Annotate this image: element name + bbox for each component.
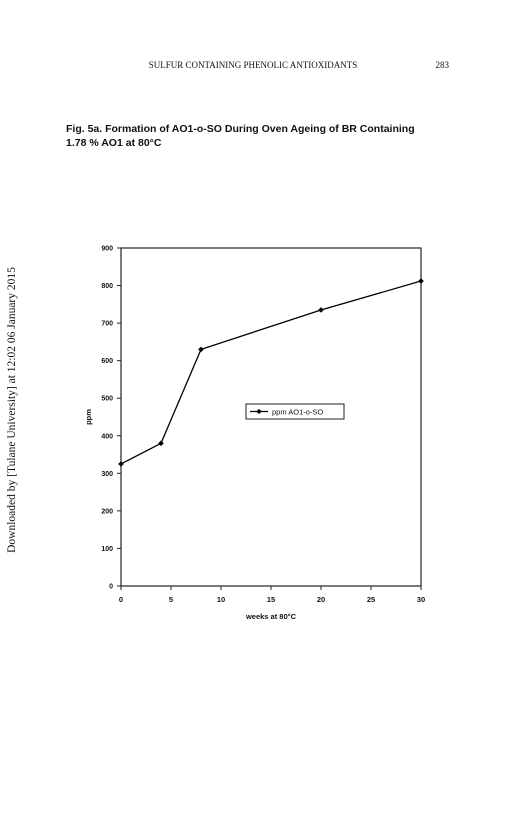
y-axis-label: ppm xyxy=(84,409,93,425)
data-point xyxy=(318,307,324,313)
y-tick-label: 200 xyxy=(101,508,113,515)
data-point xyxy=(118,461,124,467)
y-tick-label: 600 xyxy=(101,358,113,365)
x-tick-label: 30 xyxy=(417,595,425,604)
x-tick-label: 15 xyxy=(267,595,275,604)
x-tick-label: 20 xyxy=(317,595,325,604)
y-tick-label: 500 xyxy=(101,396,113,403)
legend-marker xyxy=(256,408,262,415)
data-point xyxy=(198,346,204,353)
x-tick-label: 10 xyxy=(217,595,225,604)
caption-line: Fig. 5a. Formation of AO1-o-SO During Ov… xyxy=(66,123,415,135)
y-tick-label: 700 xyxy=(101,321,113,328)
y-tick-label: 900 xyxy=(101,246,113,253)
y-tick-label: 100 xyxy=(101,546,113,553)
x-tick-label: 25 xyxy=(367,595,375,604)
legend-label: ppm AO1-o-SO xyxy=(272,407,323,416)
download-note: Downloaded by [Tulane University] at 12:… xyxy=(6,267,18,553)
y-tick-label: 300 xyxy=(101,471,113,478)
data-point xyxy=(158,440,164,447)
x-tick-label: 0 xyxy=(119,595,123,604)
running-title: SULFUR CONTAINING PHENOLIC ANTIOXIDANTS xyxy=(149,60,358,70)
x-axis-label: weeks at 80°C xyxy=(245,612,297,621)
legend-box xyxy=(245,403,345,420)
y-tick-label: 800 xyxy=(101,283,113,290)
y-tick-label: 0 xyxy=(109,584,113,591)
y-tick-label: 400 xyxy=(101,433,113,440)
data-line xyxy=(120,280,422,465)
chart: 0 100 200 300 400 500 600 700 800 900 0 5 10 15 20 25 30… xyxy=(84,246,425,622)
data-point xyxy=(418,278,424,284)
x-tick-label: 5 xyxy=(169,595,173,604)
caption-line: 1.78 % AO1 at 80°C xyxy=(66,137,162,149)
page-number: 283 xyxy=(436,60,450,70)
